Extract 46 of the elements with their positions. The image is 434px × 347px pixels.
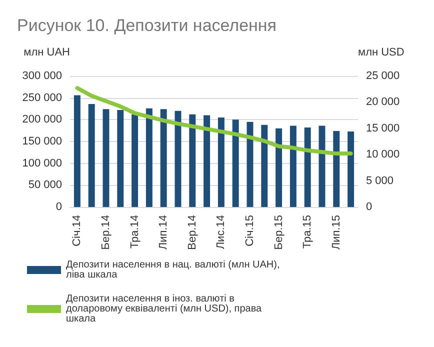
x-tick-label: Бер.15 [272, 215, 285, 250]
x-tick-label: Тра.15 [302, 215, 314, 249]
x-tick-label: Тра.14 [128, 215, 141, 249]
y2-tick-label: 20 000 [366, 96, 400, 108]
legend-label: Депозити населення в іноз. валюті в доларовому еквіваленті (млн USD), права шкала [66, 294, 264, 324]
x-tick-label: Січ.14 [71, 215, 84, 246]
bar [348, 131, 354, 207]
x-tick-label: Січ.15 [244, 215, 256, 246]
x-tick-label: Лип.14 [158, 215, 170, 250]
bar [189, 114, 196, 207]
bar [117, 110, 124, 207]
bar [204, 115, 210, 207]
y2-tick-label: 10 000 [366, 148, 400, 161]
y-tick-label: 50 000 [28, 179, 62, 192]
bar [88, 104, 95, 207]
y2-tick-label: 15 000 [366, 122, 400, 134]
y2-tick-label: 0 [366, 201, 372, 213]
y-tick-label: 150 000 [22, 136, 62, 148]
line-series [75, 86, 353, 156]
bar [304, 128, 311, 207]
bar [132, 114, 138, 207]
bar [290, 126, 296, 207]
y-tick-label: 250 000 [22, 92, 62, 104]
y-tick-label: 200 000 [22, 114, 62, 126]
bar [160, 109, 167, 207]
y2-axis-title: млн USD [358, 46, 404, 58]
bar [146, 108, 152, 207]
x-tick-label: Лип.15 [330, 215, 342, 250]
bar [102, 109, 110, 207]
y-tick-label: 300 000 [22, 70, 62, 82]
y-tick-label: 100 000 [22, 157, 62, 170]
bar [333, 131, 340, 207]
x-tick-label: Лис.14 [215, 215, 228, 250]
bar [218, 117, 224, 207]
chart-title: Рисунок 10. Депозити населення [17, 16, 277, 35]
x-tick-label: Вер.14 [186, 215, 198, 250]
y2-tick-label: 25 000 [366, 70, 400, 82]
bar [276, 128, 282, 207]
legend-label: Депозити населення в нац. валюті (млн UAH), ліва шкала [66, 260, 283, 280]
y2-tick-label: 5 000 [366, 174, 394, 187]
bar [74, 95, 80, 207]
x-tick-label: Бер.14 [100, 215, 112, 250]
bar [261, 124, 268, 207]
y-tick-label: 0 [56, 201, 62, 213]
bar [232, 120, 239, 207]
y-axis-title: млн UAH [24, 46, 70, 58]
